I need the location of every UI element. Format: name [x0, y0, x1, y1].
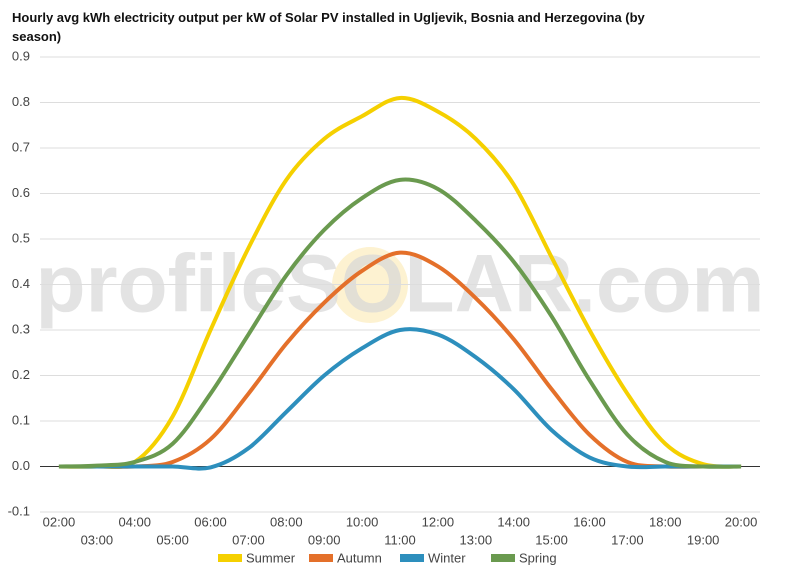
y-tick-label: 0.3: [12, 321, 30, 336]
legend-label: Spring: [519, 550, 557, 565]
x-tick-label: 11:00: [384, 532, 416, 547]
chart-title-line: Hourly avg kWh electricity output per kW…: [12, 10, 646, 25]
y-tick-label: 0.0: [12, 458, 30, 473]
x-tick-label: 10:00: [346, 514, 379, 529]
x-tick-label: 08:00: [270, 514, 303, 529]
x-tick-label: 04:00: [118, 514, 151, 529]
y-tick-label: 0.4: [12, 276, 30, 291]
y-tick-label: -0.1: [8, 503, 30, 518]
series-line: [58, 250, 742, 469]
x-tick-label: 03:00: [81, 532, 114, 547]
legend-swatch: [400, 554, 424, 562]
x-tick-label: 05:00: [156, 532, 189, 547]
y-tick-label: 0.2: [12, 367, 30, 382]
chart-title: Hourly avg kWh electricity output per kW…: [12, 10, 648, 44]
series-line: [58, 177, 742, 469]
x-tick-label: 12:00: [422, 514, 455, 529]
x-tick-label: 19:00: [687, 532, 720, 547]
y-tick-label: 0.8: [12, 94, 30, 109]
legend-swatch: [218, 554, 242, 562]
x-tick-label: 18:00: [649, 514, 682, 529]
x-tick-label: 15:00: [535, 532, 568, 547]
y-tick-label: 0.7: [12, 139, 30, 154]
series-line: [58, 95, 742, 470]
x-tick-label: 02:00: [43, 514, 76, 529]
y-tick-label: 0.9: [12, 48, 30, 63]
x-tick-label: 16:00: [573, 514, 606, 529]
x-tick-label: 13:00: [460, 532, 493, 547]
x-tick-label: 09:00: [308, 532, 341, 547]
legend-swatch: [309, 554, 333, 562]
y-tick-label: 0.5: [12, 230, 30, 245]
legend-label: Summer: [246, 550, 296, 565]
legend-label: Autumn: [337, 550, 382, 565]
x-tick-label: 07:00: [232, 532, 265, 547]
x-tick-label: 14:00: [497, 514, 530, 529]
chart-title-line: season): [12, 29, 61, 44]
x-tick-label: 17:00: [611, 532, 644, 547]
y-tick-label: 0.6: [12, 185, 30, 200]
x-tick-label: 20:00: [725, 514, 758, 529]
x-tick-label: 06:00: [194, 514, 227, 529]
legend-swatch: [491, 554, 515, 562]
y-tick-label: 0.1: [12, 412, 30, 427]
series-line: [58, 327, 742, 471]
legend-label: Winter: [428, 550, 466, 565]
